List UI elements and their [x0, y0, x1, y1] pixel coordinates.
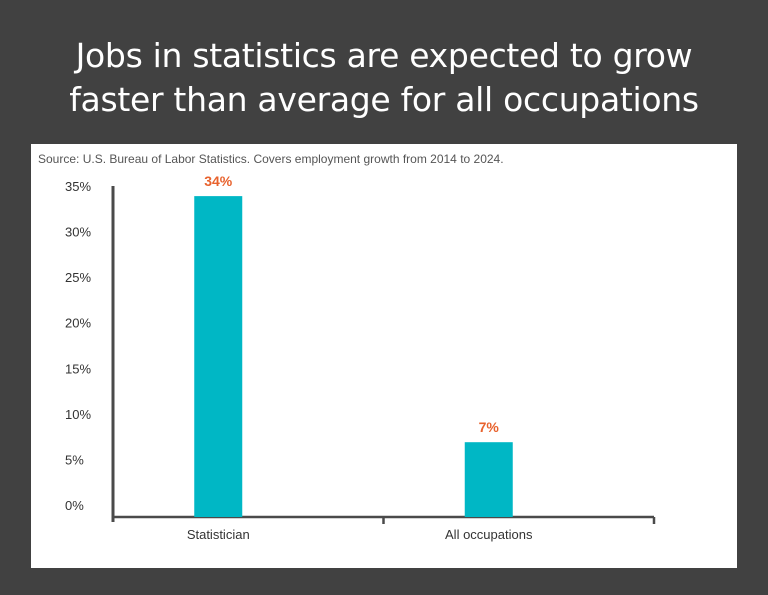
chart-title: Jobs in statistics are expected to grow …	[0, 34, 768, 122]
y-ticks: 0% 5% 10% 15% 20% 25% 30% 35%	[65, 179, 91, 513]
bar	[194, 196, 243, 517]
y-tick-label: 35%	[65, 179, 91, 194]
y-tick-label: 5%	[65, 452, 84, 467]
x-ticks	[382, 517, 656, 524]
x-category-label: All occupations	[445, 527, 533, 542]
bar-chart: 0% 5% 10% 15% 20% 25% 30% 35% 34% Statistician 7%…	[65, 173, 656, 542]
data-label: 34%	[204, 173, 233, 189]
y-tick-label: 15%	[65, 361, 91, 376]
data-label: 7%	[479, 419, 500, 435]
source-note: Source: U.S. Bureau of Labor Statistics.…	[38, 152, 504, 166]
y-tick-label: 0%	[65, 498, 84, 513]
y-tick-label: 10%	[65, 407, 91, 422]
title-line-1: Jobs in statistics are expected to grow	[75, 36, 693, 75]
bar	[464, 442, 513, 517]
y-tick-label: 30%	[65, 225, 91, 240]
bars: 34% Statistician 7% All occupations	[187, 173, 533, 542]
title-line-2: faster than average for all occupations	[69, 80, 699, 119]
x-category-label: Statistician	[187, 527, 250, 542]
chart-panel: Source: U.S. Bureau of Labor Statistics.…	[31, 144, 737, 568]
y-tick-label: 25%	[65, 270, 91, 285]
y-tick-label: 20%	[65, 316, 91, 331]
